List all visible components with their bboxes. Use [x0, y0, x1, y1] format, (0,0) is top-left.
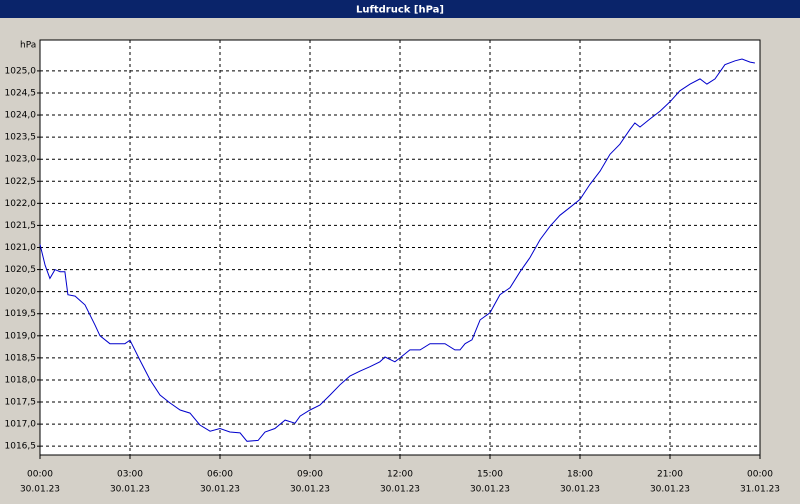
x-tick-label: 09:00 — [297, 470, 323, 480]
y-tick-label: 1024,5 — [5, 88, 37, 98]
y-tick-label: 1022,5 — [5, 177, 37, 187]
x-tick-date: 30.01.23 — [650, 485, 690, 495]
y-tick-label: 1018,0 — [5, 375, 37, 385]
x-tick-label: 06:00 — [207, 470, 233, 480]
data-line — [39, 58, 755, 442]
y-tick-label: 1022,0 — [5, 199, 37, 209]
x-tick-label: 15:00 — [477, 470, 503, 480]
y-tick-label: 1023,5 — [5, 133, 37, 143]
y-tick-label: 1021,0 — [5, 243, 37, 253]
x-tick-date: 31.01.23 — [740, 485, 780, 495]
y-tick-label: 1020,0 — [5, 287, 37, 297]
x-tick-date: 30.01.23 — [470, 485, 510, 495]
y-tick-label: 1019,5 — [5, 309, 37, 319]
y-tick-label: 1024,0 — [5, 111, 37, 121]
x-tick-date: 30.01.23 — [560, 485, 600, 495]
y-tick-label: 1021,5 — [5, 221, 37, 231]
y-tick-label: 1025,0 — [5, 66, 37, 76]
x-tick-label: 12:00 — [387, 470, 413, 480]
y-tick-label: 1017,0 — [5, 420, 37, 430]
title-bar — [0, 0, 800, 18]
y-tick-label: 1023,0 — [5, 155, 37, 165]
x-tick-date: 30.01.23 — [380, 485, 420, 495]
y-axis-label: hPa — [20, 41, 36, 51]
x-tick-label: 00:00 — [747, 470, 773, 480]
chart-title: Luftdruck [hPa] — [356, 5, 444, 16]
x-tick-date: 30.01.23 — [20, 485, 60, 495]
y-tick-label: 1017,5 — [5, 398, 37, 408]
x-tick-label: 03:00 — [117, 470, 143, 480]
y-tick-label: 1018,5 — [5, 353, 37, 363]
x-tick-date: 30.01.23 — [200, 485, 240, 495]
x-tick-label: 00:00 — [27, 470, 53, 480]
x-tick-label: 21:00 — [657, 470, 683, 480]
y-tick-label: 1020,5 — [5, 265, 37, 275]
y-tick-label: 1019,0 — [5, 331, 37, 341]
y-tick-label: 1016,5 — [5, 442, 37, 452]
x-tick-date: 30.01.23 — [110, 485, 150, 495]
x-tick-date: 30.01.23 — [290, 485, 330, 495]
x-tick-label: 18:00 — [567, 470, 593, 480]
